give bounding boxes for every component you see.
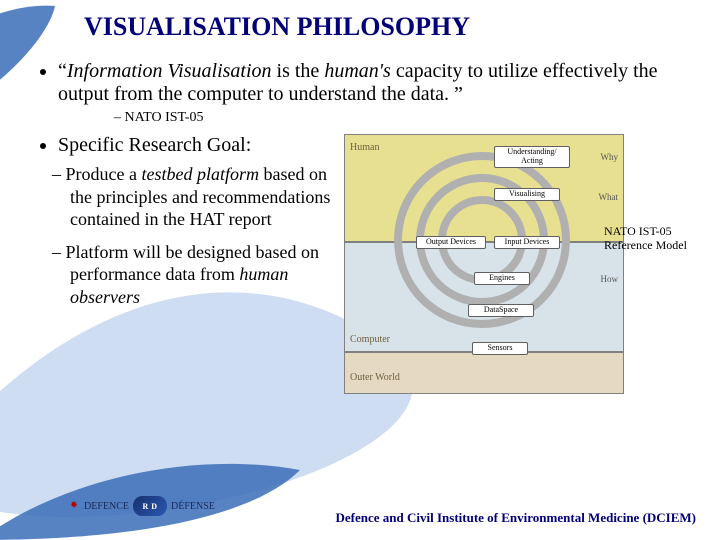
goal-heading: Specific Research Goal: (58, 134, 332, 157)
node-output-devices: Output Devices (416, 236, 486, 249)
node-dataspace: DataSpace (468, 304, 534, 317)
axis-how: How (601, 274, 619, 284)
reference-model-diagram: Understanding/ Acting Visualising Output… (344, 134, 624, 394)
logo-text-left: DEFENCE (84, 501, 129, 512)
node-understanding: Understanding/ Acting (494, 146, 570, 168)
label-computer: Computer (350, 334, 390, 345)
axis-what: What (599, 192, 619, 202)
quote-mid-a: is the (272, 60, 325, 82)
bullet-list: “Information Visualisation is the human'… (32, 60, 688, 126)
maple-leaf-icon (68, 500, 80, 512)
node-sensors: Sensors (472, 342, 528, 355)
quote-term-a: Information Visualisation (67, 60, 272, 82)
logo-text-right: DÉFENSE (171, 501, 215, 512)
goal-list: Specific Research Goal: (32, 134, 332, 157)
reference-model-caption: NATO IST-05 Reference Model (604, 224, 714, 253)
goal-item-1: Produce a testbed platform based on the … (70, 163, 332, 231)
quote-attribution: NATO IST-05 (114, 110, 688, 126)
slide-title: VISUALISATION PHILOSOPHY (84, 12, 688, 42)
goal-item-2: Platform will be designed based on perfo… (70, 241, 332, 309)
quote-bullet: “Information Visualisation is the human'… (58, 60, 688, 126)
defence-logo: DEFENCE R D DÉFENSE (68, 496, 215, 516)
node-engines: Engines (474, 272, 530, 285)
label-outer-world: Outer World (350, 372, 400, 383)
logo-badge: R D (133, 496, 167, 516)
label-human: Human (350, 142, 379, 153)
axis-why: Why (601, 152, 619, 162)
footer-org: Defence and Civil Institute of Environme… (336, 510, 696, 526)
quote-open: “ (58, 60, 67, 82)
node-input-devices: Input Devices (494, 236, 560, 249)
quote-term-b: human's (324, 60, 391, 82)
node-visualising: Visualising (494, 188, 560, 201)
